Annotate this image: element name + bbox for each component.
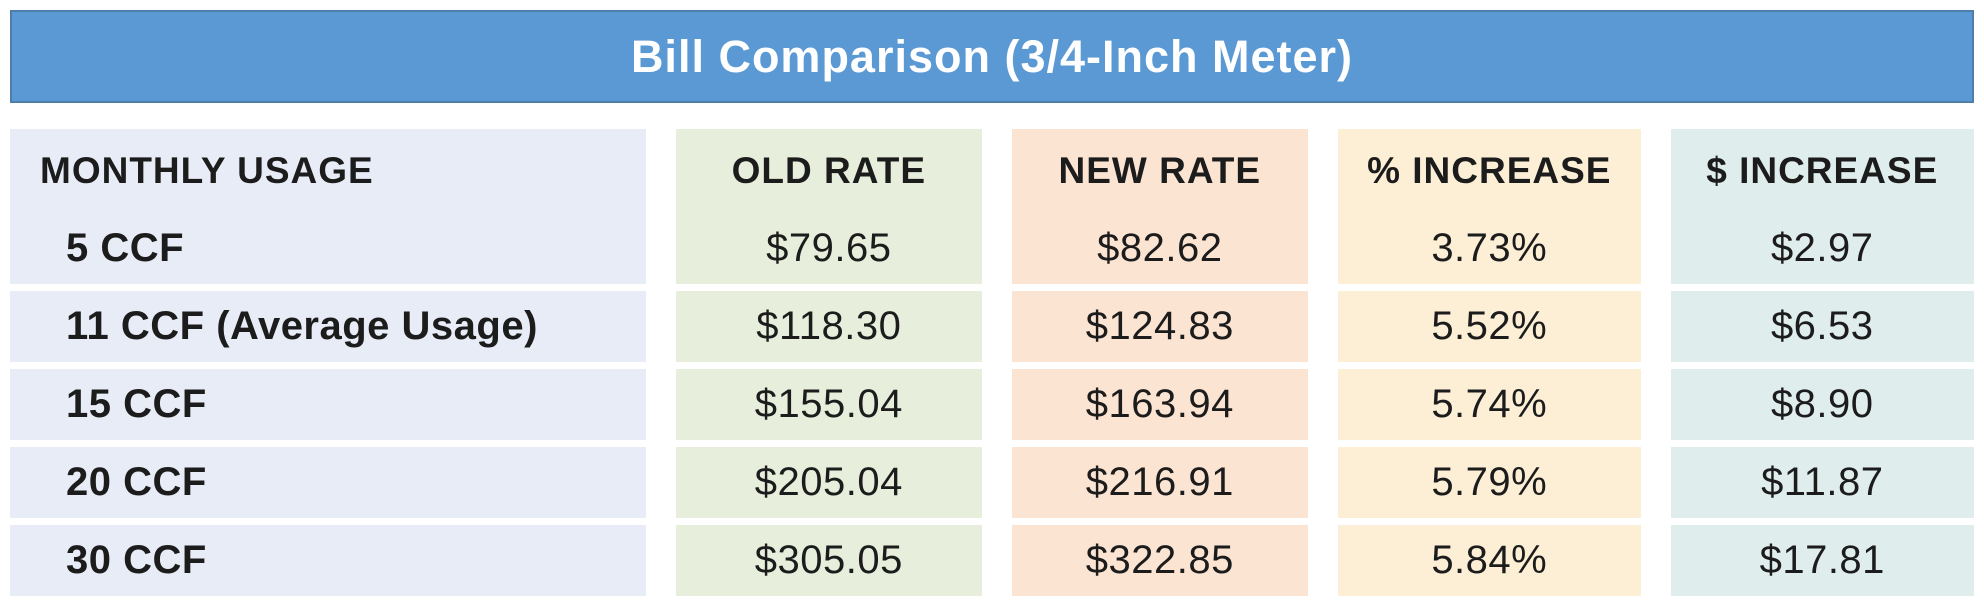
percent-increase-cell: 5.52% <box>1338 291 1641 362</box>
column-header-new-rate: NEW RATE <box>1011 129 1309 213</box>
new-rate-cell: $82.62 <box>1011 213 1309 284</box>
column-monthly-usage: MONTHLY USAGE 5 CCF 11 CCF (Average Usag… <box>10 129 647 596</box>
new-rate-cell: $216.91 <box>1011 447 1309 518</box>
old-rate-cell: $79.65 <box>676 213 982 284</box>
column-old-rate: OLD RATE $79.65 $118.30 $155.04 $205.04 … <box>676 129 982 596</box>
old-rate-cell: $205.04 <box>676 447 982 518</box>
usage-cell: 5 CCF <box>10 213 647 284</box>
new-rate-cell: $163.94 <box>1011 369 1309 440</box>
old-rate-cell: $118.30 <box>676 291 982 362</box>
dollar-increase-cell: $2.97 <box>1670 213 1974 284</box>
column-header-monthly-usage: MONTHLY USAGE <box>10 129 647 213</box>
new-rate-cell: $322.85 <box>1011 525 1309 596</box>
column-header-old-rate: OLD RATE <box>676 129 982 213</box>
dollar-increase-cell: $8.90 <box>1670 369 1974 440</box>
percent-increase-cell: 5.74% <box>1338 369 1641 440</box>
dollar-increase-cell: $11.87 <box>1670 447 1974 518</box>
usage-cell: 11 CCF (Average Usage) <box>10 291 647 362</box>
old-rate-cell: $155.04 <box>676 369 982 440</box>
column-header-percent-increase: % INCREASE <box>1338 129 1641 213</box>
usage-cell: 15 CCF <box>10 369 647 440</box>
usage-cell: 20 CCF <box>10 447 647 518</box>
dollar-increase-cell: $6.53 <box>1670 291 1974 362</box>
usage-cell: 30 CCF <box>10 525 647 596</box>
title-bar: Bill Comparison (3/4-Inch Meter) <box>10 10 1974 103</box>
old-rate-cell: $305.05 <box>676 525 982 596</box>
column-percent-increase: % INCREASE 3.73% 5.52% 5.74% 5.79% 5.84% <box>1338 129 1641 596</box>
column-dollar-increase: $ INCREASE $2.97 $6.53 $8.90 $11.87 $17.… <box>1670 129 1974 596</box>
percent-increase-cell: 5.79% <box>1338 447 1641 518</box>
page-title: Bill Comparison (3/4-Inch Meter) <box>630 30 1354 82</box>
column-header-dollar-increase: $ INCREASE <box>1670 129 1974 213</box>
percent-increase-cell: 3.73% <box>1338 213 1641 284</box>
percent-increase-cell: 5.84% <box>1338 525 1641 596</box>
bill-comparison-table: MONTHLY USAGE 5 CCF 11 CCF (Average Usag… <box>10 129 1974 596</box>
new-rate-cell: $124.83 <box>1011 291 1309 362</box>
dollar-increase-cell: $17.81 <box>1670 525 1974 596</box>
column-new-rate: NEW RATE $82.62 $124.83 $163.94 $216.91 … <box>1011 129 1309 596</box>
